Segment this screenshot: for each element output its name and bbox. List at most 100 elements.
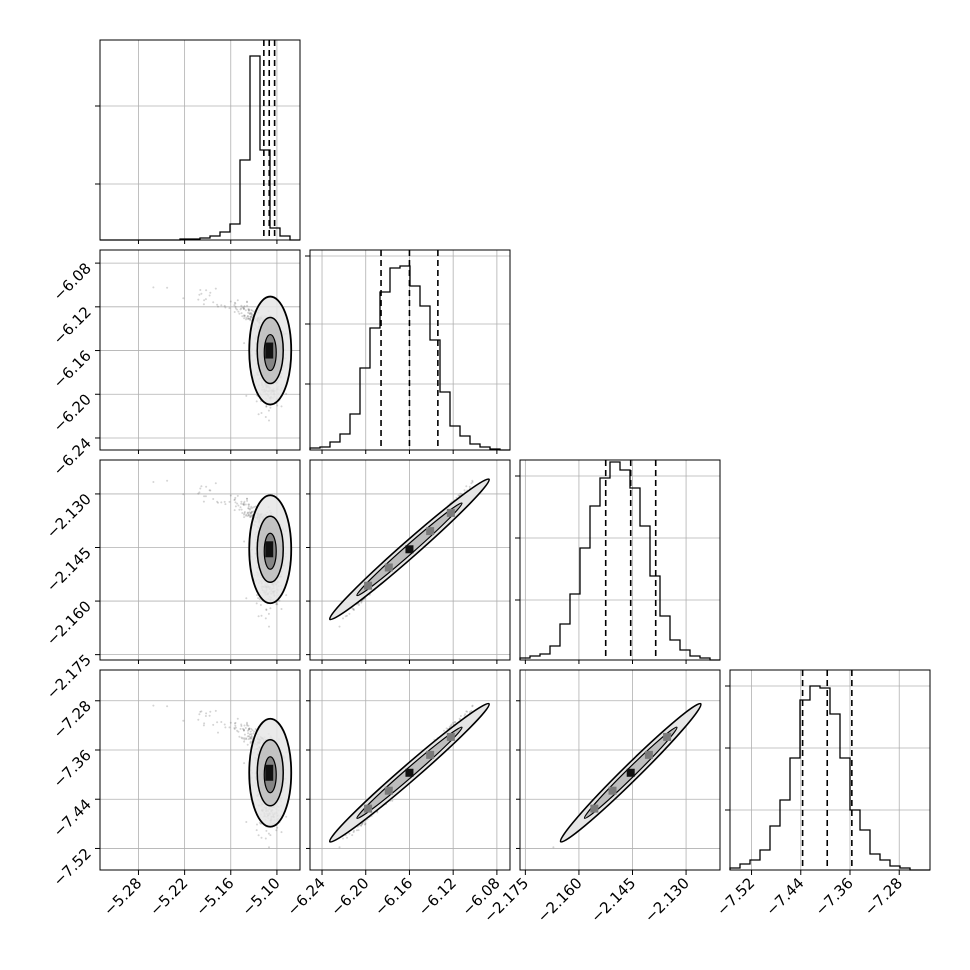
scatter-point xyxy=(233,509,236,512)
scatter-point xyxy=(268,846,270,849)
scatter-point xyxy=(249,315,252,318)
scatter-point xyxy=(245,316,248,319)
scatter-point xyxy=(209,710,212,713)
density-peak-1-0 xyxy=(265,342,274,359)
scatter-point xyxy=(249,318,252,321)
scatter-point xyxy=(243,315,246,318)
scatter-point xyxy=(246,512,249,515)
scatter-point xyxy=(268,419,270,422)
scatter-point xyxy=(240,736,243,739)
scatter-point xyxy=(248,309,250,312)
scatter-point xyxy=(240,502,243,505)
scatter-point xyxy=(248,728,251,730)
scatter-point xyxy=(257,413,260,416)
scatter-point xyxy=(250,316,253,319)
scatter-point xyxy=(212,723,215,726)
scatter-point xyxy=(216,303,219,306)
scatter-point xyxy=(275,829,278,832)
scatter-point xyxy=(245,821,248,823)
scatter-point xyxy=(223,304,226,307)
scatter-point xyxy=(246,499,249,502)
scatter-point xyxy=(250,514,253,517)
scatter-point xyxy=(264,617,267,620)
scatter-point xyxy=(269,834,272,837)
scatter-point xyxy=(247,732,250,735)
density-cell-2-1-4 xyxy=(446,508,455,517)
scatter-point xyxy=(214,287,217,290)
scatter-point xyxy=(247,308,250,311)
scatter-point xyxy=(252,732,255,735)
scatter-point xyxy=(243,762,246,765)
scatter-point xyxy=(234,307,237,310)
scatter-point xyxy=(238,735,241,738)
scatter-point xyxy=(260,836,263,839)
scatter-point xyxy=(240,307,243,310)
scatter-point xyxy=(246,721,248,724)
scatter-point xyxy=(208,489,211,492)
scatter-point xyxy=(248,312,251,315)
scatter-point xyxy=(250,314,253,317)
scatter-point xyxy=(220,721,223,723)
scatter-point xyxy=(249,315,252,318)
scatter-point xyxy=(246,511,249,514)
scatter-point xyxy=(246,317,249,320)
scatter-point xyxy=(202,303,205,306)
scatter-point xyxy=(229,494,232,497)
scatter-point xyxy=(243,511,246,513)
scatter-point xyxy=(205,712,208,715)
scatter-point xyxy=(236,494,239,497)
scatter-point xyxy=(166,286,169,289)
scatter-point xyxy=(199,487,202,490)
scatter-point xyxy=(243,740,246,743)
scatter-point xyxy=(212,498,215,500)
scatter-point xyxy=(237,310,240,313)
histogram-3 xyxy=(729,685,930,871)
scatter-point xyxy=(198,293,201,296)
scatter-point xyxy=(468,485,471,488)
scatter-point xyxy=(346,614,348,617)
scatter-point xyxy=(246,301,248,304)
scatter-point xyxy=(247,514,250,517)
scatter-point xyxy=(234,501,237,504)
scatter-point xyxy=(199,289,202,291)
scatter-point xyxy=(220,304,223,307)
scatter-point xyxy=(182,297,185,300)
scatter-point xyxy=(255,602,258,605)
scatter-point xyxy=(224,503,227,506)
scatter-point xyxy=(471,481,474,483)
scatter-point xyxy=(238,508,241,511)
scatter-point xyxy=(208,714,211,717)
scatter-point xyxy=(243,305,246,308)
scatter-point xyxy=(240,304,243,307)
scatter-point xyxy=(244,727,247,729)
scatter-point xyxy=(233,728,236,730)
scatter-point xyxy=(463,489,466,492)
scatter-point xyxy=(245,394,248,397)
scatter-point xyxy=(246,304,249,307)
scatter-point xyxy=(237,504,240,507)
scatter-point xyxy=(247,507,250,510)
scatter-point xyxy=(248,312,251,315)
scatter-point xyxy=(253,730,256,733)
scatter-point xyxy=(243,512,246,515)
scatter-point xyxy=(265,608,268,611)
scatter-point xyxy=(197,492,200,495)
scatter-point xyxy=(249,311,252,314)
scatter-point xyxy=(276,404,279,407)
scatter-point xyxy=(267,832,270,835)
scatter-point xyxy=(240,312,243,315)
scatter-point xyxy=(241,512,244,514)
scatter-point xyxy=(338,625,341,628)
scatter-point xyxy=(249,317,252,320)
scatter-point xyxy=(236,502,239,505)
scatter-point xyxy=(209,291,212,294)
scatter-point xyxy=(197,298,200,301)
scatter-point xyxy=(166,479,169,482)
scatter-point xyxy=(202,724,205,727)
scatter-point xyxy=(260,614,263,617)
scatter-point xyxy=(212,301,215,304)
scatter-point xyxy=(242,306,245,309)
scatter-point xyxy=(275,603,278,606)
scatter-point xyxy=(250,312,253,315)
scatter-point xyxy=(241,306,244,309)
